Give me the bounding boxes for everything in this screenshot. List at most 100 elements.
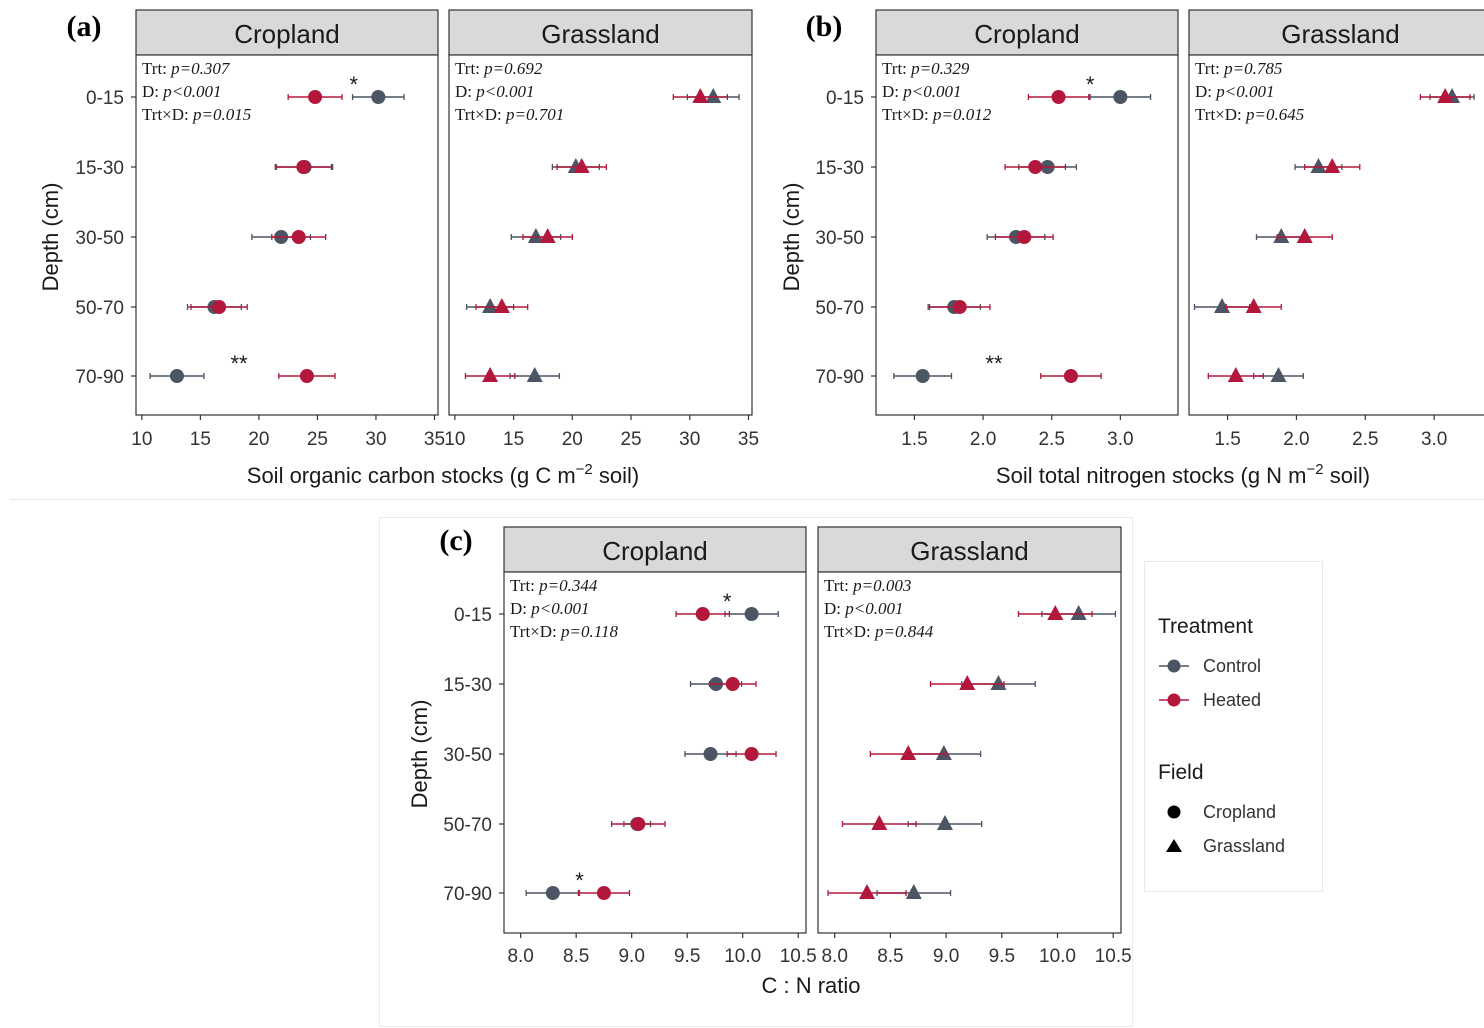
x-tick-label: 35 — [424, 429, 445, 450]
stat-text: Trt: p=0.785 — [1195, 59, 1282, 78]
data-point — [915, 369, 930, 383]
data-point — [527, 228, 544, 243]
y-tick-label: 70-90 — [815, 367, 864, 388]
x-axis-title: Soil total nitrogen stocks (g N m−2 soil… — [996, 461, 1370, 488]
data-point — [296, 160, 311, 174]
x-tick-label: 30 — [365, 429, 386, 450]
stat-text: D: p<0.001 — [510, 599, 589, 618]
panel-c-frame — [379, 517, 1133, 1027]
y-tick-label: 50-70 — [443, 815, 492, 836]
significance-marker: ** — [230, 351, 248, 376]
legend-grassland-label: Grassland — [1203, 836, 1286, 856]
data-point — [371, 90, 386, 104]
data-point — [703, 747, 718, 761]
x-tick-label: 10 — [131, 429, 152, 450]
data-point — [725, 677, 740, 691]
facet-plot-area — [1188, 54, 1484, 416]
data-point — [1310, 158, 1327, 173]
legend-treatment-title: Treatment — [1158, 615, 1253, 638]
facet-strip — [448, 9, 753, 56]
data-point — [308, 90, 323, 104]
data-point — [744, 747, 759, 761]
data-point — [482, 367, 499, 382]
data-point — [990, 675, 1007, 690]
x-tick-label: 20 — [562, 429, 583, 450]
data-point — [1113, 90, 1128, 104]
y-tick-label: 70-90 — [443, 884, 492, 905]
data-point — [936, 815, 953, 830]
stat-text: Trt: p=0.307 — [142, 59, 231, 78]
data-point — [871, 815, 888, 830]
stat-text: Trt: p=0.692 — [455, 59, 543, 78]
y-tick-label: 30-50 — [815, 228, 864, 249]
legend-control-label: Control — [1203, 656, 1262, 676]
x-axis-title: Soil organic carbon stocks (g C m−2 soil… — [247, 461, 639, 488]
x-tick-label: 10 — [444, 429, 465, 450]
data-point — [1296, 228, 1313, 243]
data-point — [169, 369, 184, 383]
significance-marker: * — [1086, 72, 1095, 97]
data-point — [1028, 160, 1043, 174]
x-tick-label: 1.5 — [901, 429, 927, 450]
data-point — [1245, 298, 1262, 313]
stat-text: D: p<0.001 — [455, 82, 534, 101]
data-point — [935, 745, 952, 760]
y-tick-label: 0-15 — [826, 88, 864, 109]
x-tick-label: 10.5 — [780, 946, 817, 967]
facet-title: Cropland — [602, 536, 708, 566]
legend: Treatment Control Heated Field Cropland … — [1144, 561, 1323, 892]
data-point — [1070, 605, 1087, 620]
facet-title: Grassland — [910, 536, 1029, 566]
data-point — [631, 817, 646, 831]
facet-strip — [817, 526, 1122, 573]
stat-text: Trt: p=0.344 — [510, 576, 598, 595]
data-point — [545, 886, 560, 900]
facet-strip — [135, 9, 439, 56]
stat-text: Trt: p=0.003 — [824, 576, 911, 595]
x-tick-label: 3.0 — [1421, 429, 1447, 450]
x-tick-label: 10.0 — [1039, 946, 1076, 967]
panel-tag: (a) — [67, 10, 102, 43]
data-point — [692, 88, 709, 103]
data-point — [1227, 367, 1244, 382]
y-tick-label: 0-15 — [86, 88, 124, 109]
facet-plot-area — [817, 571, 1122, 934]
stat-text: Trt×D: p=0.844 — [824, 622, 934, 641]
stat-text: Trt×D: p=0.701 — [455, 105, 564, 124]
y-axis-title: Depth (cm) — [407, 700, 432, 809]
x-tick-label: 30 — [679, 429, 700, 450]
x-tick-label: 1.5 — [1214, 429, 1240, 450]
facet-title: Cropland — [234, 19, 340, 49]
y-tick-label: 15-30 — [443, 675, 492, 696]
facet-title: Cropland — [974, 19, 1080, 49]
data-point — [1324, 158, 1341, 173]
x-axis-title: C : N ratio — [761, 973, 860, 998]
y-axis-title: Depth (cm) — [779, 183, 804, 292]
stat-text: D: p<0.001 — [142, 82, 221, 101]
x-tick-label: 9.0 — [618, 946, 644, 967]
y-tick-label: 50-70 — [75, 298, 124, 319]
panel-divider — [10, 499, 1484, 500]
panel-tag: (b) — [806, 10, 843, 43]
stat-text: Trt: p=0.329 — [882, 59, 970, 78]
significance-marker: * — [349, 72, 358, 97]
y-tick-label: 15-30 — [815, 158, 864, 179]
data-point — [1017, 230, 1032, 244]
data-point — [1270, 367, 1287, 382]
data-point — [573, 158, 590, 173]
x-tick-label: 8.0 — [507, 946, 533, 967]
x-tick-label: 10.5 — [1095, 946, 1132, 967]
stat-text: D: p<0.001 — [824, 599, 903, 618]
x-tick-label: 8.5 — [563, 946, 589, 967]
data-point — [900, 745, 917, 760]
y-tick-label: 30-50 — [443, 745, 492, 766]
legend-heated-label: Heated — [1203, 690, 1262, 710]
x-tick-label: 9.5 — [674, 946, 700, 967]
stat-text: Trt×D: p=0.015 — [142, 105, 251, 124]
x-tick-label: 3.0 — [1107, 429, 1133, 450]
data-point — [526, 367, 543, 382]
data-point — [859, 884, 876, 899]
stat-text: D: p<0.001 — [1195, 82, 1274, 101]
y-tick-label: 15-30 — [75, 158, 124, 179]
